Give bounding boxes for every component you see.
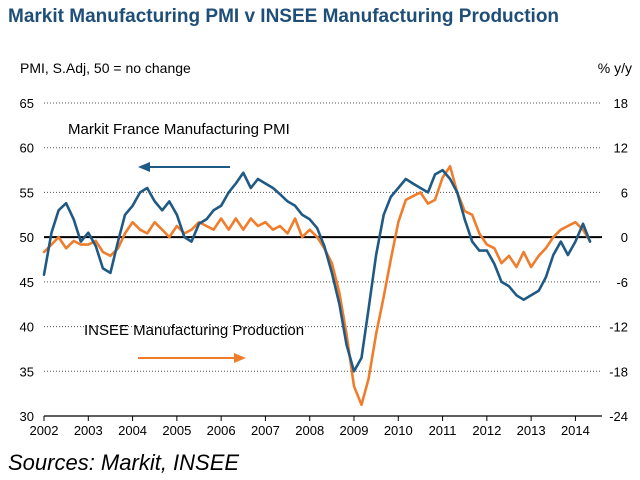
x-tick-2012: 2012 [472, 423, 501, 438]
series-line-pmi [42, 168, 592, 373]
axes: 30 35 40 45 50 55 60 65 -24 -18 -12 -6 0 6 12 18 2002 200… [20, 96, 628, 438]
y-left-tick-45: 45 [20, 275, 34, 290]
series-annotations: Markit France Manufacturing PMI INSEE Ma… [68, 121, 304, 363]
y-left-tick-35: 35 [20, 364, 34, 379]
source-note: Sources: Markit, INSEE [8, 450, 240, 475]
x-tick-2010: 2010 [384, 423, 413, 438]
chart-title: Markit Manufacturing PMI v INSEE Manufac… [8, 6, 560, 27]
y-right-tick-12: 12 [614, 141, 628, 156]
arrow-left-pmi-head [138, 162, 150, 172]
y-right-tick-18: 18 [614, 96, 628, 111]
x-tick-2002: 2002 [30, 423, 59, 438]
y-left-tick-60: 60 [20, 141, 34, 156]
x-tick-2009: 2009 [340, 423, 369, 438]
y-right-tick-0: 0 [621, 230, 628, 245]
x-tick-2008: 2008 [295, 423, 324, 438]
y-left-tick-65: 65 [20, 96, 34, 111]
y-right-tick--6: -6 [616, 275, 628, 290]
y-left-tick-40: 40 [20, 320, 34, 335]
y-right-tick--24: -24 [609, 409, 628, 424]
y-left-tick-30: 30 [20, 409, 34, 424]
x-tick-2013: 2013 [517, 423, 546, 438]
y-axis-left-label: PMI, S.Adj, 50 = no change [20, 60, 191, 76]
series-group [42, 165, 592, 407]
x-tick-2004: 2004 [118, 423, 147, 438]
legend-label-pmi: Markit France Manufacturing PMI [68, 121, 290, 138]
y-left-tick-55: 55 [20, 185, 34, 200]
y-right-tick--18: -18 [609, 364, 628, 379]
gridlines [44, 102, 602, 417]
x-tick-2011: 2011 [429, 423, 457, 438]
line-chart: PMI, S.Adj, 50 = no change % y/y Markit … [20, 60, 632, 438]
y-axis-right-label: % y/y [598, 60, 632, 76]
y-left-tick-50: 50 [20, 230, 34, 245]
legend-label-insee: INSEE Manufacturing Production [84, 322, 304, 339]
x-tick-2007: 2007 [251, 423, 280, 438]
arrow-right-insee-head [234, 353, 246, 363]
x-tick-2003: 2003 [74, 423, 103, 438]
x-tick-2014: 2014 [561, 423, 590, 438]
series-line-insee [42, 165, 592, 407]
x-tick-2006: 2006 [207, 423, 236, 438]
y-right-tick--12: -12 [609, 320, 628, 335]
y-right-tick-6: 6 [621, 185, 628, 200]
x-tick-2005: 2005 [162, 423, 191, 438]
